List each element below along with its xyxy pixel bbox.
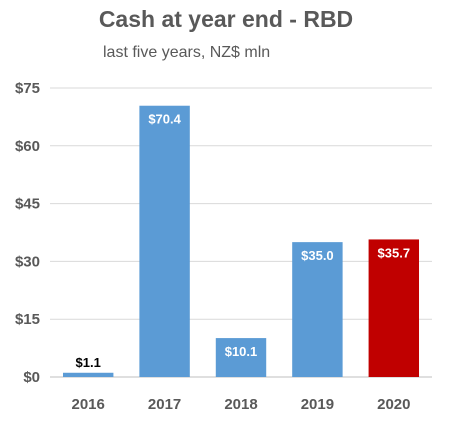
bar-2017 [139, 105, 190, 377]
y-tick-label: $60 [15, 138, 40, 155]
bar-2020 [368, 239, 420, 377]
chart-title: Cash at year end - RBD [98, 6, 354, 32]
x-tick-label: 2018 [224, 396, 257, 413]
y-tick-label: $45 [15, 196, 40, 213]
data-label: $70.4 [148, 112, 181, 127]
bar-2019 [292, 242, 343, 377]
x-tick-label: 2020 [377, 396, 410, 413]
y-tick-label: $15 [15, 311, 40, 328]
x-tick-label: 2016 [72, 396, 105, 413]
data-label: $10.1 [225, 344, 258, 359]
y-tick-label: $0 [23, 369, 40, 386]
chart-subtitle: last five years, NZ$ mln [103, 44, 271, 61]
data-label: $1.1 [76, 355, 101, 370]
data-label: $35.0 [301, 248, 334, 263]
data-label: $35.7 [378, 245, 411, 260]
x-tick-label: 2017 [148, 396, 181, 413]
y-tick-label: $75 [15, 80, 40, 97]
x-tick-label: 2019 [301, 396, 334, 413]
y-tick-label: $30 [15, 253, 40, 270]
bar-2018 [215, 338, 267, 377]
bar-2016 [62, 372, 114, 377]
